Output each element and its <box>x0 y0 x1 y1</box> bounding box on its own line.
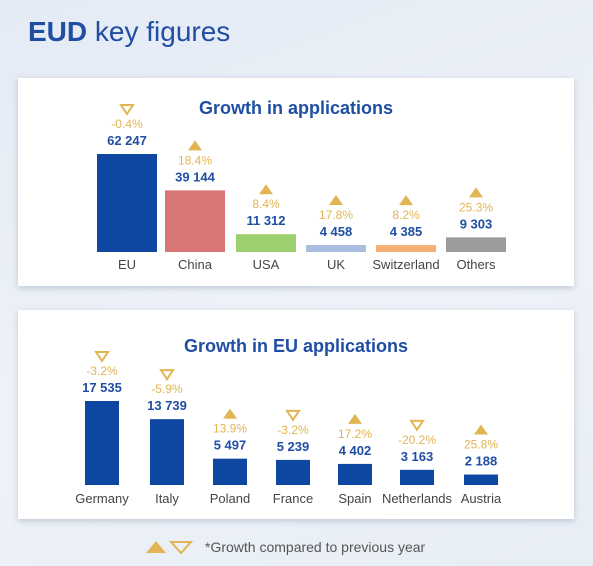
growth-legend-icons <box>146 541 193 554</box>
eu-bar-france <box>276 459 310 485</box>
app-bar-uk <box>306 244 366 252</box>
growth-down-triangle-icon <box>159 369 175 381</box>
app-bar-switzerland <box>376 245 436 252</box>
eu-value-label-netherlands: 3 163 <box>401 449 434 464</box>
eu-bar-poland <box>213 458 247 485</box>
app-value-label-eu: 62 247 <box>107 133 147 148</box>
eu-growth-label-netherlands: -20.2% <box>398 433 436 447</box>
eu-growth-label-italy: -5.9% <box>151 382 183 396</box>
eu-growth-label-germany: -3.2% <box>86 364 118 378</box>
eu-bar-italy <box>150 419 184 485</box>
eu-category-label-germany: Germany <box>75 491 129 506</box>
eu-value-label-spain: 4 402 <box>339 443 372 458</box>
app-bar-usa <box>236 234 296 252</box>
app-bar-others <box>446 237 506 252</box>
eu-value-label-germany: 17 535 <box>82 380 122 395</box>
eu-value-label-italy: 13 739 <box>147 398 187 413</box>
app-growth-label-switzerland: 8.2% <box>392 208 420 222</box>
eu-category-label-spain: Spain <box>338 491 371 506</box>
up-triangle-icon <box>146 541 166 553</box>
eu-value-label-france: 5 239 <box>277 439 310 454</box>
eu-category-label-italy: Italy <box>155 491 179 506</box>
growth-up-triangle-icon <box>469 187 483 198</box>
page-title-strong: EUD <box>28 16 88 47</box>
growth-up-triangle-icon <box>259 184 273 195</box>
eu-bar-netherlands <box>400 469 434 485</box>
page-title-rest: key figures <box>87 16 231 47</box>
page-title: EUD key figures <box>28 16 230 48</box>
eu-chart-title: Growth in EU applications <box>184 336 408 356</box>
growth-down-triangle-icon <box>285 409 301 422</box>
eu-growth-label-poland: 13.9% <box>213 422 247 436</box>
growth-down-triangle-icon <box>409 419 425 432</box>
growth-down-triangle-icon <box>119 104 135 116</box>
down-triangle-icon <box>168 541 193 554</box>
eu-applications-chart: Growth in EU applications 17 535 -3.2% Germ… <box>75 336 502 506</box>
eu-applications-chart-card: Growth in EU applications 17 535 -3.2% Germ… <box>18 310 574 519</box>
eu-category-label-austria: Austria <box>461 491 502 506</box>
app-value-label-others: 9 303 <box>460 216 493 231</box>
growth-up-triangle-icon <box>474 424 488 435</box>
app-category-label-china: China <box>178 257 213 272</box>
eu-growth-label-spain: 17.2% <box>338 427 372 441</box>
growth-down-triangle-icon <box>94 351 110 363</box>
eu-value-label-austria: 2 188 <box>465 454 498 469</box>
app-category-label-others: Others <box>456 257 496 272</box>
app-growth-label-others: 25.3% <box>459 200 493 214</box>
growth-up-triangle-icon <box>348 413 362 424</box>
app-category-label-uk: UK <box>327 257 345 272</box>
growth-up-triangle-icon <box>223 408 237 419</box>
eu-category-label-poland: Poland <box>210 491 250 506</box>
growth-up-triangle-icon <box>188 140 202 151</box>
app-value-label-switzerland: 4 385 <box>390 224 423 239</box>
app-bar-eu <box>97 154 157 252</box>
app-growth-label-china: 18.4% <box>178 153 212 167</box>
eu-bar-germany <box>85 401 119 485</box>
app-chart-title: Growth in applications <box>199 98 393 118</box>
footnote-text: *Growth compared to previous year <box>205 539 426 555</box>
footnote: *Growth compared to previous year <box>145 539 425 555</box>
applications-chart: Growth in applications 62 247 -0.4% EU 39 14… <box>97 98 506 272</box>
eu-bar-spain <box>338 463 372 485</box>
app-value-label-china: 39 144 <box>175 169 216 184</box>
app-growth-label-eu: -0.4% <box>111 117 143 131</box>
app-category-label-usa: USA <box>253 257 280 272</box>
eu-bar-austria <box>464 474 498 485</box>
app-category-label-eu: EU <box>118 257 136 272</box>
growth-up-triangle-icon <box>329 194 343 205</box>
growth-up-triangle-icon <box>399 195 413 206</box>
app-growth-label-usa: 8.4% <box>252 197 280 211</box>
app-bar-china <box>165 190 225 252</box>
app-value-label-uk: 4 458 <box>320 224 353 239</box>
eu-category-label-france: France <box>273 491 313 506</box>
app-growth-label-uk: 17.8% <box>319 208 353 222</box>
app-value-label-usa: 11 312 <box>246 213 285 228</box>
eu-category-label-netherlands: Netherlands <box>382 491 453 506</box>
eu-growth-label-france: -3.2% <box>277 423 309 437</box>
eu-value-label-poland: 5 497 <box>214 438 247 453</box>
applications-chart-card: Growth in applications 62 247 -0.4% EU 39 14… <box>18 78 574 286</box>
eu-growth-label-austria: 25.8% <box>464 438 498 452</box>
app-category-label-switzerland: Switzerland <box>372 257 439 272</box>
